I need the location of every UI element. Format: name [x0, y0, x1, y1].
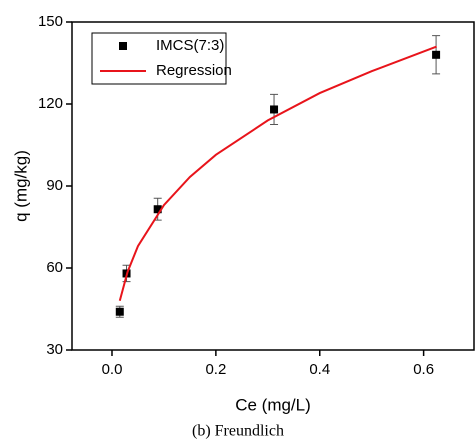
regression-line [118, 45, 437, 302]
x-tick-label: 0.4 [309, 361, 330, 378]
legend-marker [119, 42, 127, 50]
legend-label: IMCS(7:3) [156, 37, 224, 54]
x-tick-label: 0.0 [102, 361, 123, 378]
data-point [432, 50, 441, 59]
caption: (b) Freundlich [192, 423, 284, 440]
data-point [153, 205, 162, 214]
y-tick-label: 150 [38, 13, 63, 30]
y-tick-label: 30 [46, 341, 63, 358]
legend-box [91, 32, 227, 85]
y-tick-label: 120 [38, 95, 63, 112]
x-tick-label: 0.2 [205, 361, 226, 378]
y-tick-label: 60 [46, 259, 63, 276]
data-point [115, 307, 124, 316]
x-tick-label: 0.6 [413, 361, 434, 378]
x-axis-label: Ce (mg/L) [235, 395, 311, 414]
legend-label: Regression [156, 62, 232, 79]
y-tick-label: 90 [46, 177, 63, 194]
data-point [270, 105, 279, 114]
y-axis-label: q (mg/kg) [11, 150, 30, 222]
